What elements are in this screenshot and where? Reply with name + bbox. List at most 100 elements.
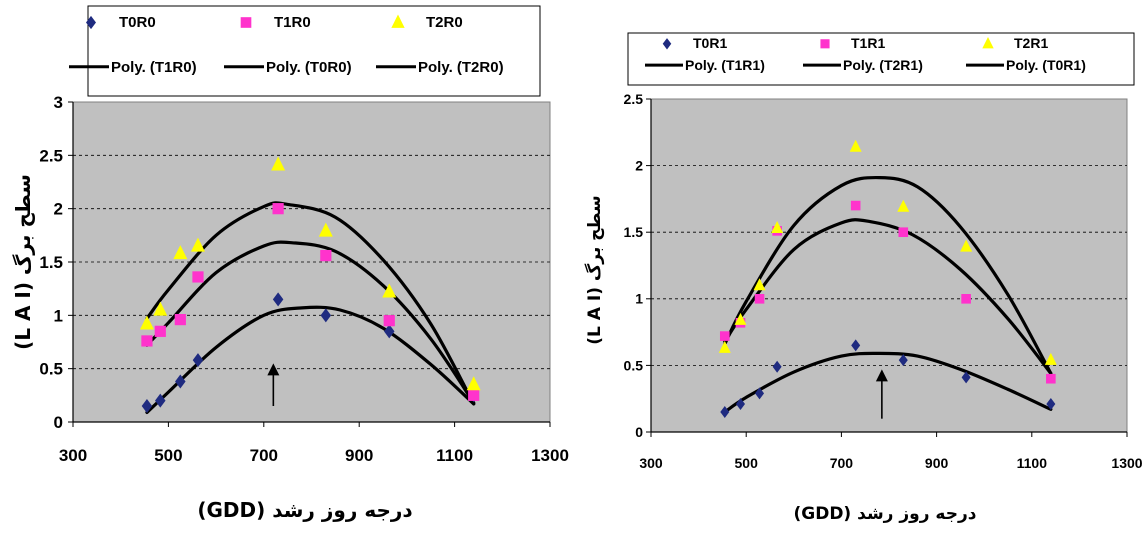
data-point <box>718 340 731 353</box>
chart-2: 0 0.5 1 1.5 2 2.5 300 500 700 900 1100 1300 T0R1 T1R1… <box>585 32 1143 524</box>
y-tick-label: 1.5 <box>39 253 63 272</box>
legend-marker <box>86 15 96 30</box>
data-point <box>320 250 332 262</box>
y-tick-label: 2.5 <box>624 91 644 107</box>
y-tick-label: 1.5 <box>624 224 644 240</box>
y-tick-label: 0.5 <box>39 360 63 379</box>
legend-label: Poly. (T0R0) <box>266 59 352 76</box>
data-point <box>771 221 784 234</box>
legend-label: T2R1 <box>1014 35 1048 51</box>
x-tick-label: 900 <box>925 455 949 471</box>
data-point <box>898 354 908 367</box>
y-tick-label: 2.5 <box>39 146 63 165</box>
data-point <box>897 199 910 212</box>
trendline <box>145 201 476 406</box>
y-tick-label: 1 <box>54 306 63 325</box>
y-tick-label: 0 <box>54 413 63 432</box>
x-tick-label: 1300 <box>1111 455 1142 471</box>
x-tick-label: 500 <box>154 446 182 465</box>
trendline <box>145 240 476 405</box>
data-point <box>320 308 332 323</box>
legend-marker <box>820 39 830 49</box>
data-point <box>271 156 286 171</box>
y-axis-title: (L A I) سطح برگ <box>585 195 605 344</box>
data-point <box>1044 352 1057 365</box>
data-point <box>735 398 745 411</box>
data-point <box>139 315 154 330</box>
data-point <box>850 200 861 211</box>
legend-marker <box>240 17 252 28</box>
data-point <box>155 393 166 408</box>
data-point <box>960 239 973 252</box>
data-point <box>468 389 480 401</box>
trendline <box>723 218 1053 375</box>
data-point <box>772 360 782 373</box>
data-point <box>192 271 204 283</box>
data-point <box>720 406 730 419</box>
legend-label: T0R0 <box>119 14 156 31</box>
arrow-head <box>267 363 280 376</box>
data-point <box>719 331 730 341</box>
y-tick-label: 0.5 <box>624 357 644 373</box>
x-tick-label: 300 <box>59 446 87 465</box>
legend-box <box>627 32 1135 86</box>
legend-label: Poly. (T1R1) <box>685 57 765 73</box>
x-tick-label: 500 <box>735 455 759 471</box>
x-tick-label: 1300 <box>531 446 569 465</box>
data-point <box>174 314 186 326</box>
data-point <box>153 301 168 316</box>
legend-box <box>87 5 541 97</box>
data-point <box>272 292 284 307</box>
data-point <box>175 374 186 389</box>
legend-label: Poly. (T2R1) <box>843 57 923 73</box>
data-point <box>466 376 481 391</box>
data-point <box>190 237 205 252</box>
x-tick-label: 700 <box>830 455 854 471</box>
legend-label: T1R0 <box>274 14 311 31</box>
x-axis-title: (GDD) درجه روز رشد <box>793 504 976 524</box>
data-point <box>154 325 166 337</box>
y-axis-title: (L A I) سطح برگ <box>11 174 35 350</box>
legend-label: T1R1 <box>851 35 885 51</box>
data-point <box>141 335 153 347</box>
x-tick-label: 900 <box>345 446 373 465</box>
data-point <box>383 315 395 327</box>
plot-area <box>72 101 551 423</box>
data-point <box>272 203 284 215</box>
legend-label: T0R1 <box>693 35 727 51</box>
x-tick-label: 700 <box>250 446 278 465</box>
legend-label: T2R0 <box>426 14 463 31</box>
legend-marker <box>391 14 405 28</box>
x-tick-label: 1100 <box>436 446 473 465</box>
data-point <box>1046 398 1056 411</box>
data-point <box>1046 373 1056 384</box>
x-tick-label: 300 <box>639 455 663 471</box>
data-point <box>141 399 153 413</box>
y-tick-label: 0 <box>635 424 643 440</box>
legend-label: Poly. (T1R0) <box>111 59 197 76</box>
data-point <box>754 294 765 304</box>
data-point <box>961 294 971 304</box>
legend-marker <box>662 38 672 50</box>
legend-marker <box>982 36 994 49</box>
legend: T0R1 T1R1 T2R1 Poly. (T1R1) Poly. (T2R1) Poly… <box>627 32 1135 86</box>
data-point <box>961 371 971 384</box>
x-axis-title: (GDD) درجه روز رشد <box>197 498 412 522</box>
data-point <box>734 312 747 325</box>
data-point <box>898 227 909 237</box>
data-point <box>753 278 766 291</box>
chart-1: 0 0.5 1 1.5 2 2.5 3 300 500 700 900 1100 1300 T0R0 T1R… <box>11 5 569 522</box>
legend-label: Poly. (T2R0) <box>418 59 504 76</box>
data-point <box>318 222 333 237</box>
legend-label: Poly. (T0R1) <box>1006 57 1086 73</box>
y-tick-label: 3 <box>54 93 63 112</box>
data-point <box>173 245 188 260</box>
data-point <box>382 283 397 298</box>
trendline <box>723 175 1053 375</box>
data-point <box>192 353 204 368</box>
arrow-head <box>875 369 888 382</box>
data-point <box>851 339 861 352</box>
y-tick-label: 2 <box>54 200 63 219</box>
y-tick-label: 1 <box>635 291 643 307</box>
data-point <box>755 387 765 400</box>
